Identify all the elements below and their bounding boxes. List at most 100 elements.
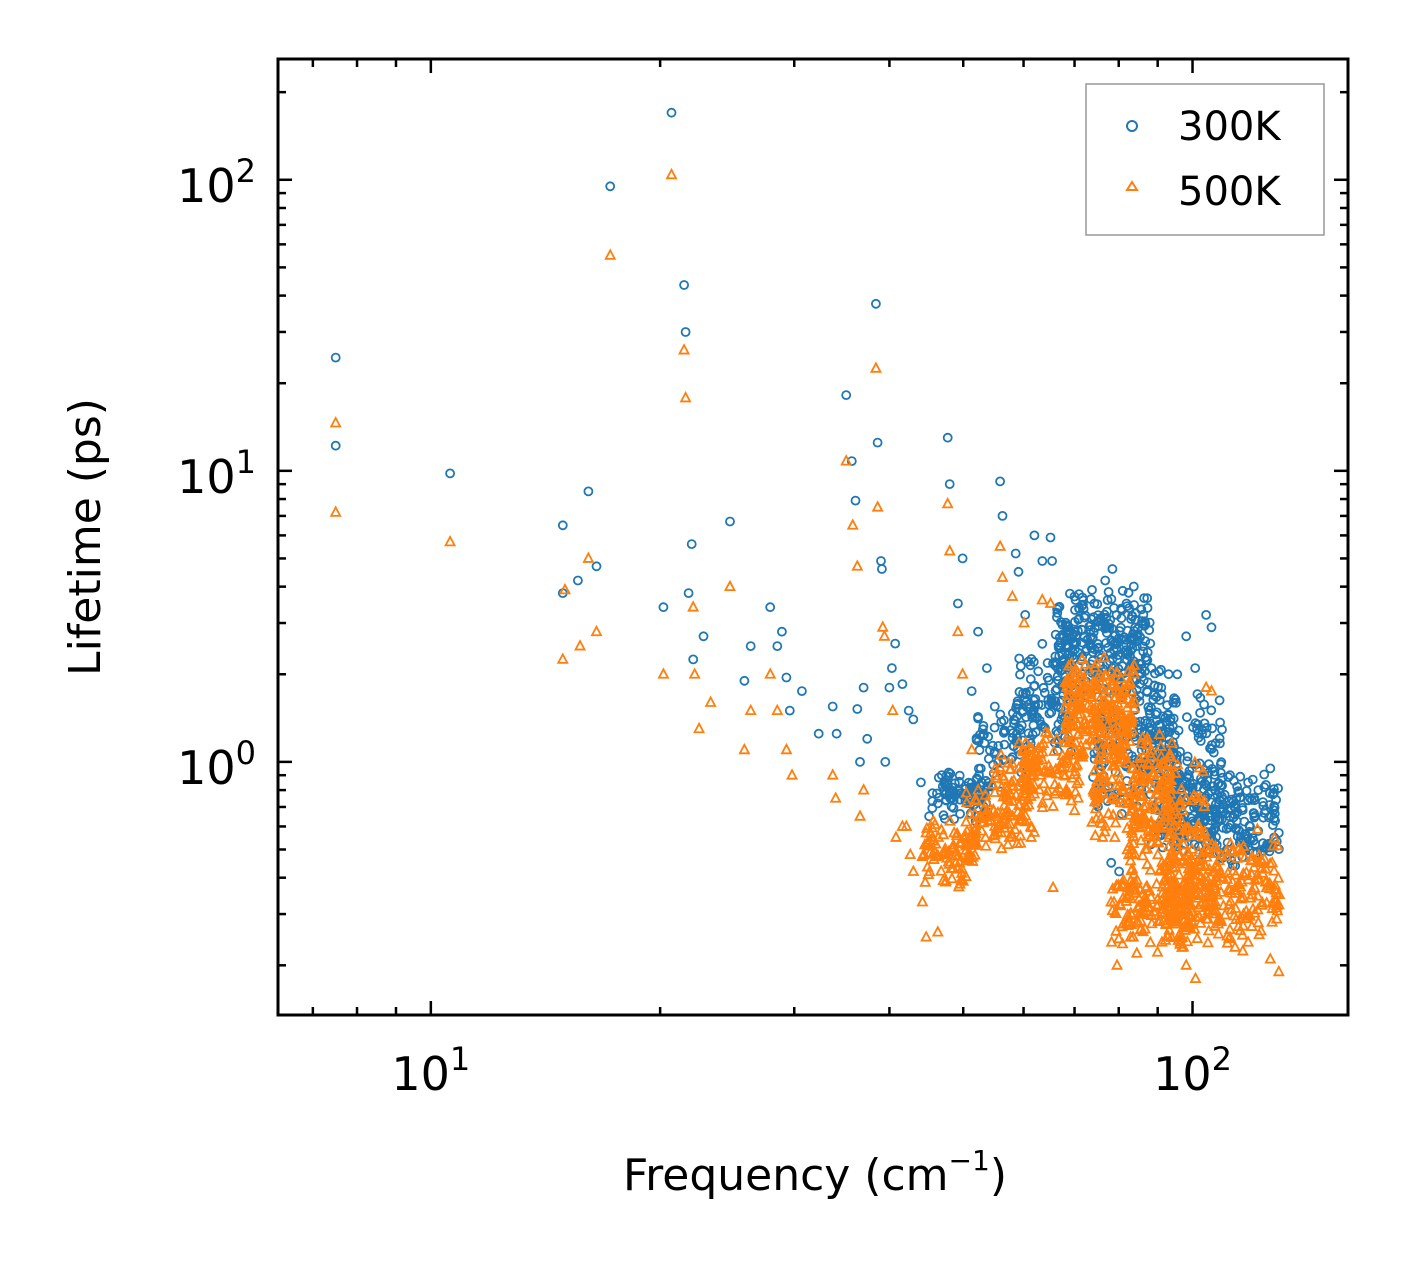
point-500K-12	[679, 391, 692, 403]
point-300K-606	[1063, 649, 1073, 660]
point-500K-34	[878, 629, 891, 641]
point-300K-178	[941, 795, 951, 805]
point-500K-770	[1105, 726, 1118, 738]
data-points	[329, 107, 1286, 984]
point-500K-607	[1060, 714, 1073, 726]
point-300K-615	[1063, 621, 1074, 632]
point-500K-460	[1103, 733, 1116, 746]
point-500K-1331	[1195, 898, 1208, 910]
point-500K-1300	[1235, 844, 1248, 856]
point-500K-167	[926, 847, 939, 859]
point-300K-17	[725, 516, 735, 527]
point-500K-154	[925, 820, 938, 833]
point-300K-439	[1138, 646, 1149, 657]
point-300K-38	[876, 556, 886, 566]
point-300K-588	[1112, 654, 1123, 665]
point-300K-799	[1134, 691, 1145, 701]
point-500K-164	[927, 852, 940, 864]
point-500K-1185	[1268, 831, 1281, 843]
point-300K-358	[1025, 674, 1036, 685]
point-500K-412	[1023, 740, 1036, 752]
point-500K-641	[1107, 691, 1120, 704]
point-500K-1364	[1192, 910, 1205, 922]
point-500K-1169	[1191, 931, 1204, 944]
point-500K-257	[989, 807, 1002, 819]
point-300K-321	[1052, 671, 1063, 682]
point-300K-1124	[1248, 835, 1259, 846]
point-500K-583	[1124, 710, 1137, 723]
point-500K-202	[960, 843, 973, 855]
point-500K-674	[1090, 812, 1103, 824]
point-300K-1162	[1199, 784, 1209, 795]
point-500K-23	[786, 768, 799, 780]
point-500K-168	[962, 845, 975, 857]
point-500K-371	[1059, 788, 1072, 800]
point-500K-748	[1107, 743, 1120, 755]
point-300K-772	[1162, 700, 1172, 711]
point-500K-879	[1152, 836, 1165, 848]
point-300K-541	[1055, 643, 1066, 653]
point-300K-57	[989, 701, 1000, 712]
point-500K-17	[723, 579, 736, 592]
point-300K-328	[1032, 712, 1042, 723]
point-300K-37	[872, 437, 883, 448]
point-500K-74	[1189, 971, 1202, 984]
point-500K-634	[1127, 667, 1140, 679]
point-500K-620	[1074, 698, 1087, 710]
point-500K-790	[1109, 793, 1122, 805]
point-500K-145	[953, 855, 966, 868]
point-300K-356	[1014, 653, 1025, 664]
point-500K-909	[1162, 851, 1175, 864]
point-300K-33	[855, 757, 865, 767]
point-500K-64	[1096, 830, 1109, 842]
point-300K-599	[1133, 629, 1143, 640]
point-500K-949	[1125, 796, 1138, 808]
point-300K-287	[1037, 638, 1048, 649]
point-300K-811	[1143, 702, 1154, 712]
point-500K-8	[604, 248, 617, 260]
point-500K-1046	[1110, 924, 1123, 936]
point-300K-5	[573, 575, 583, 586]
point-300K-895	[1216, 757, 1227, 768]
point-500K-1347	[1246, 849, 1259, 861]
point-300K-990	[1259, 769, 1270, 780]
point-500K-760	[1103, 751, 1116, 764]
point-300K-897	[1201, 728, 1212, 739]
point-300K-47	[916, 777, 926, 788]
point-300K-487	[1050, 651, 1061, 662]
point-500K-755	[1163, 773, 1176, 785]
point-300K-861	[1182, 756, 1193, 767]
point-500K-172	[968, 817, 981, 829]
point-500K-483	[1076, 750, 1089, 762]
point-300K-591	[1103, 618, 1114, 629]
point-500K-621	[1094, 698, 1107, 710]
point-500K-434	[1061, 688, 1074, 700]
point-500K-736	[1165, 736, 1178, 748]
point-300K-918	[1165, 716, 1175, 727]
point-300K-1175	[1207, 826, 1217, 837]
point-500K-929	[1130, 788, 1143, 800]
point-500K-387	[1050, 784, 1063, 796]
point-500K-843	[1144, 890, 1157, 902]
point-300K-574	[1101, 638, 1111, 648]
point-500K-1337	[1260, 896, 1273, 908]
point-500K-531	[1063, 734, 1076, 746]
point-500K-41	[916, 895, 929, 907]
point-500K-817	[1158, 758, 1171, 770]
point-300K-1123	[1248, 808, 1259, 818]
point-300K-89	[1114, 866, 1124, 877]
point-500K-6	[582, 551, 595, 563]
point-300K-424	[1103, 642, 1113, 653]
point-500K-1295	[1161, 879, 1174, 891]
point-300K-1041	[1239, 816, 1250, 827]
point-300K-39	[877, 564, 887, 574]
point-300K-71	[1107, 564, 1118, 574]
point-500K-2	[444, 534, 457, 547]
point-500K-294	[1001, 788, 1014, 800]
point-500K-223	[960, 795, 973, 808]
point-300K-1085	[1245, 793, 1255, 804]
point-500K-270	[993, 760, 1006, 772]
tick-labels: 101 102 100 101 102	[177, 152, 1232, 1101]
point-300K-339	[1027, 712, 1038, 723]
point-500K-925	[1122, 847, 1135, 860]
